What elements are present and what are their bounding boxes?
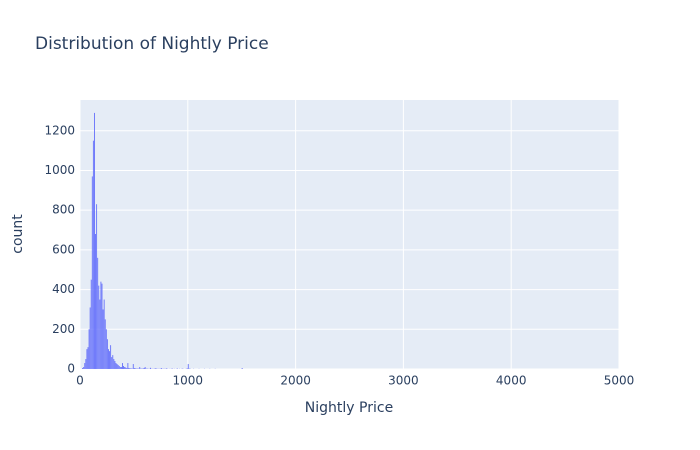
bar xyxy=(241,368,243,369)
bar xyxy=(109,351,110,369)
bar xyxy=(90,279,92,369)
bar xyxy=(110,345,112,369)
bar xyxy=(111,357,113,369)
bar xyxy=(150,367,151,369)
bar xyxy=(106,339,108,369)
y-tick-label: 800 xyxy=(52,203,75,217)
bar xyxy=(100,281,102,369)
bar xyxy=(92,140,94,369)
bar xyxy=(115,363,117,369)
bar xyxy=(114,361,116,369)
bar xyxy=(132,364,134,369)
x-tick-label: 4000 xyxy=(496,374,527,388)
bar xyxy=(118,366,120,369)
bar xyxy=(94,112,95,370)
bar xyxy=(99,299,101,369)
bar xyxy=(144,367,146,369)
bar xyxy=(97,257,99,369)
x-tick-label: 1000 xyxy=(173,374,204,388)
bar xyxy=(102,309,104,369)
bar xyxy=(129,368,131,369)
bar xyxy=(91,176,93,369)
bar xyxy=(139,367,141,369)
x-tick-label: 3000 xyxy=(388,374,419,388)
y-tick-label: 200 xyxy=(52,322,75,336)
bar xyxy=(124,367,126,369)
bar xyxy=(104,319,106,369)
y-tick-label: 0 xyxy=(67,362,75,376)
bar xyxy=(123,366,124,369)
bar xyxy=(113,359,115,369)
bar xyxy=(120,367,122,369)
bar xyxy=(160,368,162,369)
bar xyxy=(88,329,90,369)
bar xyxy=(133,368,135,369)
bar xyxy=(85,359,87,369)
bar xyxy=(86,349,88,369)
y-tick-label: 400 xyxy=(52,282,75,296)
bar xyxy=(103,299,105,369)
y-tick-label: 1200 xyxy=(44,123,75,137)
plot-background xyxy=(80,100,619,369)
bar xyxy=(84,363,86,369)
y-tick-label: 600 xyxy=(52,242,75,256)
bar xyxy=(126,368,128,369)
bar xyxy=(127,363,129,369)
x-tick-label: 0 xyxy=(76,374,84,388)
bar xyxy=(122,363,123,369)
bar xyxy=(89,307,91,369)
bar xyxy=(125,367,127,369)
y-axis-title: count xyxy=(10,214,26,254)
bar xyxy=(112,355,114,369)
y-tick-label: 1000 xyxy=(44,163,75,177)
bar xyxy=(171,368,173,369)
bar xyxy=(82,368,84,369)
chart-title: Distribution of Nightly Price xyxy=(35,34,269,54)
bar xyxy=(134,368,136,369)
bar xyxy=(96,204,98,369)
bar xyxy=(130,368,132,369)
bar xyxy=(155,368,157,369)
bar xyxy=(83,367,85,369)
bar xyxy=(128,368,130,369)
x-tick-label: 2000 xyxy=(280,374,311,388)
bar xyxy=(117,365,119,369)
bar xyxy=(105,329,107,369)
bar xyxy=(143,368,145,369)
x-tick-label: 5000 xyxy=(604,374,635,388)
bar xyxy=(98,285,100,369)
bar xyxy=(87,347,89,369)
bar xyxy=(166,368,168,369)
bar xyxy=(95,234,96,369)
x-axis-title: Nightly Price xyxy=(305,400,393,416)
bar xyxy=(108,349,109,369)
bar xyxy=(119,367,121,369)
bar xyxy=(187,364,189,369)
bar xyxy=(116,364,118,369)
bar xyxy=(186,368,188,369)
bar xyxy=(101,283,103,369)
